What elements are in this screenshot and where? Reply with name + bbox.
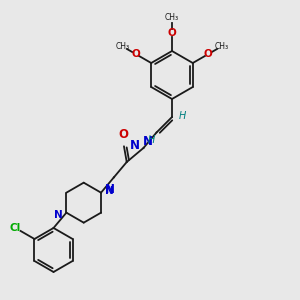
Text: N: N [130,140,140,152]
Text: CH₃: CH₃ [214,42,228,51]
Text: O: O [168,28,176,38]
Text: N: N [54,210,62,220]
Text: H: H [179,111,186,121]
Text: O: O [131,49,140,59]
Text: CH₃: CH₃ [165,14,179,22]
Text: O: O [118,128,128,141]
Text: O: O [204,49,213,59]
Text: CH₃: CH₃ [116,42,130,51]
Text: N: N [105,183,115,196]
Text: Cl: Cl [10,223,21,233]
Text: N: N [142,135,152,148]
Text: N: N [105,186,114,196]
Text: H: H [148,135,155,145]
